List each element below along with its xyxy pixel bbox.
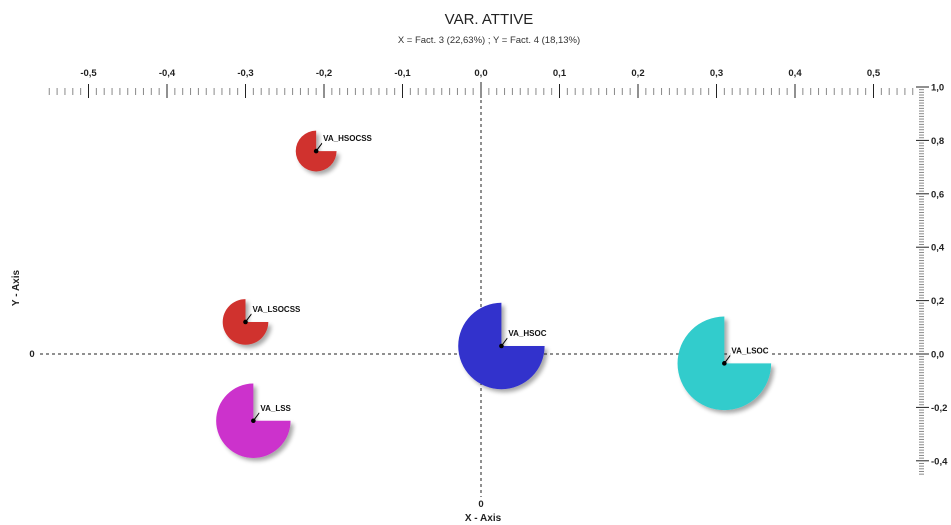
x-axis-label: X - Axis bbox=[465, 513, 502, 524]
bubble: VA_HSOCSS bbox=[295, 130, 374, 172]
y-tick-label: 0,4 bbox=[931, 243, 945, 254]
axes: -0,5 -0,4 -0,3 -0,2 -0,1 0,0 0,1 0,2 0,3 0,4 0,5 -0… bbox=[29, 68, 948, 510]
label-leader bbox=[245, 313, 252, 323]
bubble: VA_HSOC bbox=[458, 302, 548, 390]
label-bg bbox=[730, 345, 770, 357]
point-label: VA_HSOC bbox=[508, 329, 546, 338]
x-tick-label: -0,3 bbox=[237, 68, 253, 79]
point-label: VA_LSS bbox=[260, 404, 291, 413]
label-bg bbox=[259, 402, 293, 414]
label-bg bbox=[251, 303, 303, 315]
label-leader bbox=[252, 412, 260, 422]
y-tick-label: -0,2 bbox=[931, 403, 947, 414]
y-tick-label: 0,2 bbox=[931, 296, 944, 307]
y-tick-label: 1,0 bbox=[931, 83, 944, 94]
chart-title: VAR. ATTIVE bbox=[445, 11, 534, 28]
bubbles: VA_HSOCSS VA_LSOCSS VA_LSS VA_HSOC VA_LSOC bbox=[216, 130, 772, 458]
chart-subtitle: X = Fact. 3 (22,63%) ; Y = Fact. 4 (18,1… bbox=[398, 35, 580, 46]
bubble: VA_LSOC bbox=[677, 316, 772, 411]
x-tick-label: -0,4 bbox=[159, 68, 176, 79]
bubble: VA_LSS bbox=[216, 383, 293, 458]
label-bg bbox=[322, 133, 374, 145]
y-tick-label: 0,6 bbox=[931, 189, 944, 200]
x-tick-label: 0,0 bbox=[474, 68, 487, 79]
label-bg bbox=[507, 327, 548, 339]
x-tick-label: 0,1 bbox=[553, 68, 567, 79]
label-leader bbox=[501, 337, 508, 347]
y-tick-label: 0,0 bbox=[931, 350, 944, 361]
x-tick-label: 0,4 bbox=[788, 68, 802, 79]
y-axis-label: Y - Axis bbox=[11, 270, 22, 307]
y-tick-label: 0,8 bbox=[931, 136, 944, 147]
label-leader bbox=[723, 355, 731, 364]
bubble: VA_LSOCSS bbox=[222, 299, 303, 345]
y-tick-label: -0,4 bbox=[931, 456, 948, 467]
point-label: VA_HSOCSS bbox=[323, 134, 372, 143]
x-tick-label: -0,2 bbox=[316, 68, 332, 79]
x-tick-label: 0,5 bbox=[867, 68, 881, 79]
x-tick-label: 0,3 bbox=[710, 68, 723, 79]
label-leader bbox=[315, 142, 323, 152]
x-tick-label: 0,2 bbox=[631, 68, 644, 79]
point-label: VA_LSOCSS bbox=[253, 305, 302, 314]
x-tick-label: -0,1 bbox=[394, 68, 411, 79]
x-origin-label: 0 bbox=[478, 499, 483, 510]
x-tick-label: -0,5 bbox=[80, 68, 97, 79]
point-label: VA_LSOC bbox=[731, 346, 768, 355]
y-origin-label: 0 bbox=[29, 349, 34, 360]
